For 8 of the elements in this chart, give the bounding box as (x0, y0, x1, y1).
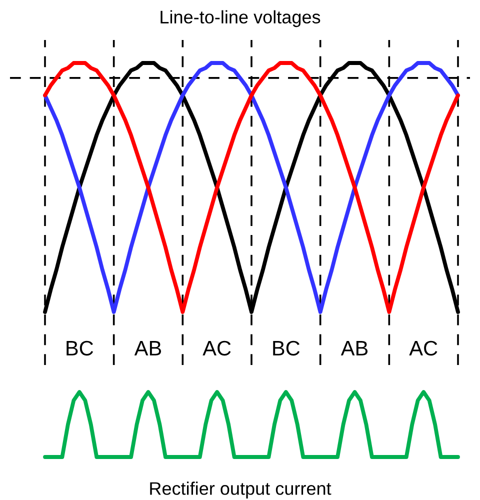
text: BC (66, 340, 94, 356)
chart-title: Line-to-line voltages (160, 10, 320, 28)
x-axis-title: Rectifier output current (150, 482, 332, 498)
text: AC (409, 340, 438, 356)
text: AB (340, 341, 368, 356)
text: AB (134, 341, 162, 356)
text: BC (273, 340, 300, 356)
text: AC (202, 340, 231, 356)
